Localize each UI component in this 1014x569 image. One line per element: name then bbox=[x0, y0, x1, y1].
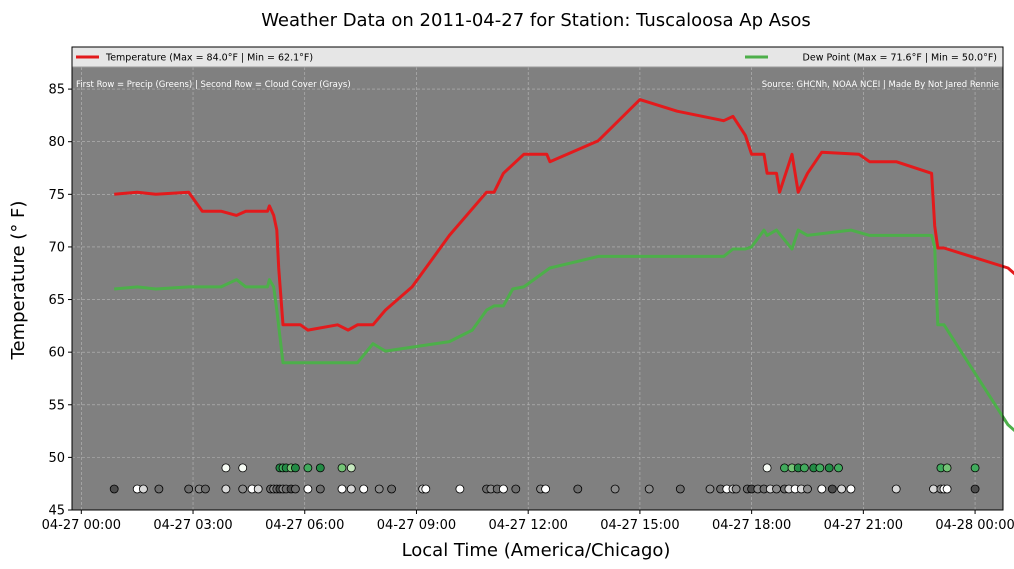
cloud-cover-marker bbox=[731, 484, 741, 494]
annotation-rows-note: First Row = Precip (Greens) | Second Row… bbox=[76, 80, 351, 90]
legend-dewpoint-label: Dew Point (Max = 71.6°F | Min = 50.0°F) bbox=[803, 53, 997, 64]
y-tick-label: 70 bbox=[48, 240, 65, 255]
marker-layer bbox=[109, 463, 980, 494]
series-line-temperature bbox=[114, 98, 1014, 332]
cloud-cover-marker bbox=[573, 484, 583, 494]
precip-marker bbox=[238, 463, 248, 473]
y-tick-label: 55 bbox=[48, 398, 65, 413]
cloud-cover-marker bbox=[109, 484, 119, 494]
precip-marker bbox=[346, 463, 356, 473]
cloud-cover-marker bbox=[891, 484, 901, 494]
y-axis-ticks: 45 50 55 60 65 70 75 80 85 bbox=[48, 83, 72, 519]
cloud-cover-marker bbox=[511, 484, 521, 494]
precip-marker bbox=[800, 463, 809, 473]
y-tick-label: 65 bbox=[48, 293, 65, 308]
precip-marker bbox=[221, 463, 231, 473]
x-tick-label: 04-27 15:00 bbox=[600, 518, 679, 533]
x-tick-label: 04-27 21:00 bbox=[824, 518, 903, 533]
y-tick-label: 60 bbox=[48, 346, 65, 361]
precip-marker bbox=[315, 463, 325, 473]
x-tick-label: 04-27 12:00 bbox=[489, 518, 568, 533]
cloud-cover-marker bbox=[970, 484, 980, 494]
cloud-cover-marker bbox=[337, 484, 347, 494]
cloud-cover-marker bbox=[837, 484, 846, 494]
cloud-cover-marker bbox=[644, 484, 654, 494]
y-tick-label: 85 bbox=[48, 83, 65, 98]
precip-marker bbox=[303, 463, 313, 473]
y-tick-label: 80 bbox=[48, 135, 65, 150]
precip-marker bbox=[942, 463, 952, 473]
x-tick-label: 04-27 00:00 bbox=[42, 518, 121, 533]
cloud-cover-marker bbox=[138, 484, 148, 494]
x-tick-label: 04-28 00:00 bbox=[935, 518, 1014, 533]
cloud-cover-marker bbox=[421, 484, 431, 494]
cloud-cover-marker bbox=[610, 484, 620, 494]
cloud-cover-marker bbox=[803, 484, 812, 494]
cloud-cover-marker bbox=[387, 484, 397, 494]
cloud-cover-marker bbox=[303, 484, 313, 494]
precip-marker bbox=[824, 463, 834, 473]
cloud-cover-marker bbox=[200, 484, 210, 494]
precip-marker bbox=[815, 463, 825, 473]
cloud-cover-marker bbox=[817, 484, 827, 494]
precip-marker bbox=[970, 463, 980, 473]
y-tick-label: 75 bbox=[48, 188, 65, 203]
series-line-dew-point bbox=[114, 228, 1014, 433]
precip-marker bbox=[337, 463, 347, 473]
precip-marker bbox=[780, 463, 789, 473]
cloud-cover-marker bbox=[253, 484, 263, 494]
x-axis-ticks: 04-27 00:00 04-27 03:00 04-27 06:00 04-27 0… bbox=[42, 510, 1014, 533]
cloud-cover-marker bbox=[184, 484, 194, 494]
y-tick-label: 50 bbox=[48, 451, 65, 466]
grid-lines bbox=[72, 47, 1003, 511]
x-axis-label: Local Time (America/Chicago) bbox=[402, 540, 671, 561]
cloud-cover-marker bbox=[374, 484, 384, 494]
cloud-cover-marker bbox=[154, 484, 164, 494]
cloud-cover-marker bbox=[346, 484, 356, 494]
cloud-cover-marker bbox=[827, 484, 837, 494]
x-tick-label: 04-27 06:00 bbox=[265, 518, 344, 533]
precip-marker bbox=[834, 463, 843, 473]
cloud-cover-marker bbox=[359, 484, 369, 494]
x-tick-label: 04-27 18:00 bbox=[712, 518, 791, 533]
cloud-cover-marker bbox=[705, 484, 715, 494]
cloud-cover-marker bbox=[846, 484, 856, 494]
chart-title: Weather Data on 2011-04-27 for Station: … bbox=[261, 10, 811, 31]
y-axis-label: Temperature (° F) bbox=[8, 201, 29, 361]
cloud-cover-marker bbox=[315, 484, 325, 494]
y-tick-label: 45 bbox=[48, 504, 65, 519]
annotation-source-note: Source: GHCNh, NOAA NCEI | Made By Not J… bbox=[762, 80, 999, 90]
precip-marker bbox=[762, 463, 772, 473]
cloud-cover-marker bbox=[541, 484, 550, 494]
cloud-cover-marker bbox=[221, 484, 231, 494]
plot-frame bbox=[71, 46, 1004, 511]
cloud-cover-marker bbox=[929, 484, 938, 494]
legend-temperature-label: Temperature (Max = 84.0°F | Min = 62.1°F… bbox=[105, 53, 313, 64]
cloud-cover-marker bbox=[455, 484, 465, 494]
cloud-cover-marker bbox=[238, 484, 248, 494]
cloud-cover-marker bbox=[290, 484, 300, 494]
x-tick-label: 04-27 09:00 bbox=[377, 518, 456, 533]
cloud-cover-marker bbox=[772, 484, 781, 494]
cloud-cover-marker bbox=[498, 484, 508, 494]
precip-marker bbox=[290, 463, 300, 473]
cloud-cover-marker bbox=[942, 484, 952, 494]
cloud-cover-marker bbox=[675, 484, 685, 494]
x-tick-label: 04-27 03:00 bbox=[153, 518, 232, 533]
series-layer bbox=[114, 98, 1014, 433]
